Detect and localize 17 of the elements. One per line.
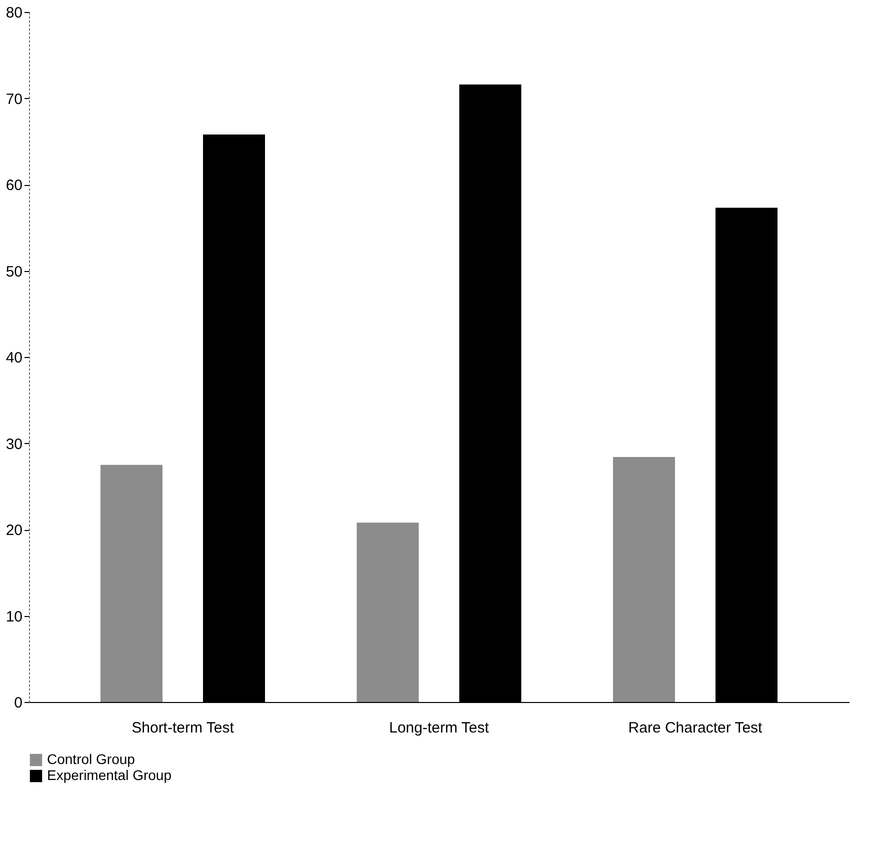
y-tick-label: 30 xyxy=(6,436,22,453)
x-tick-label: Long-term Test xyxy=(389,720,490,736)
y-tick-label: 20 xyxy=(6,522,22,539)
x-tick-label: Short-term Test xyxy=(132,720,235,736)
y-tick-label: 70 xyxy=(6,90,22,108)
y-tick-label: 60 xyxy=(6,177,22,194)
bar xyxy=(356,522,419,702)
legend-label: Control Group xyxy=(47,751,136,767)
y-tick-label: 10 xyxy=(6,608,22,626)
bar xyxy=(613,457,675,702)
y-tick-label: 0 xyxy=(14,694,22,712)
legend-label: Experimental Group xyxy=(47,767,172,783)
y-tick-label: 50 xyxy=(6,263,22,280)
bar xyxy=(100,464,162,702)
y-tick-label: 80 xyxy=(6,4,22,22)
y-tick-label: 40 xyxy=(6,350,22,366)
x-tick-label: Rare Character Test xyxy=(628,720,764,736)
